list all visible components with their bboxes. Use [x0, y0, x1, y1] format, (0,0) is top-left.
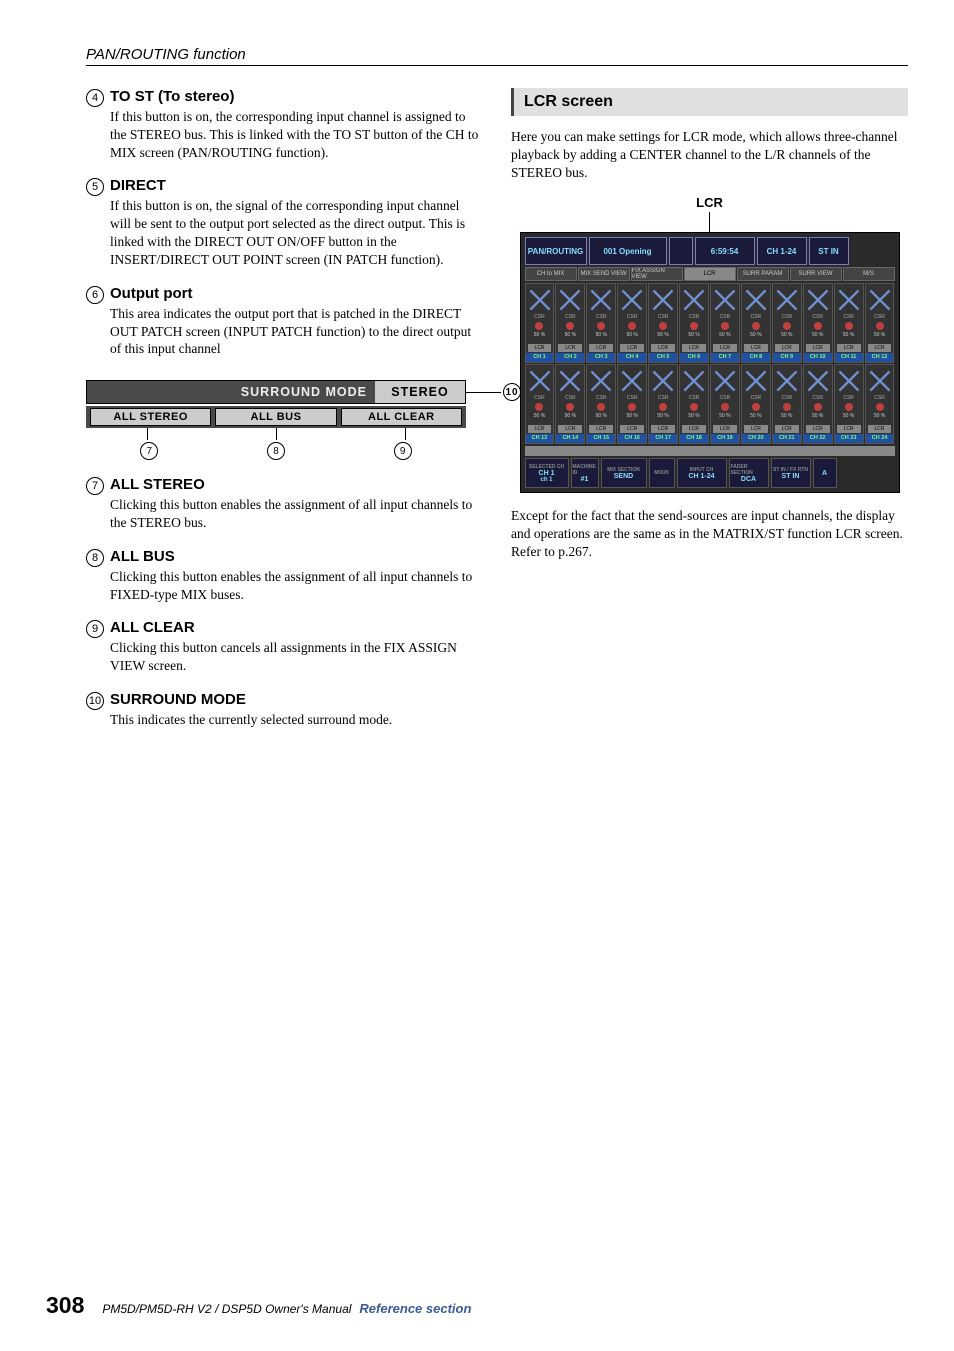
item-title: ALL CLEAR [110, 619, 483, 636]
item-title: Output port [110, 285, 483, 302]
item-desc: This area indicates the output port that… [110, 305, 483, 358]
lcr-channel[interactable]: CSR 50 % LCR CH 12 [865, 283, 895, 363]
lcr-bottom-cell[interactable]: ST IN / FX RTNST IN [771, 458, 811, 488]
page-header: PAN/ROUTING function [86, 46, 908, 66]
lcr-callout-label: LCR [520, 195, 900, 210]
lcr-channel[interactable]: CSR 50 % LCR CH 7 [710, 283, 740, 363]
footer-section: Reference section [359, 1301, 471, 1316]
lcr-tab[interactable]: LCR [684, 267, 736, 281]
lcr-screenshot: PAN/ROUTING001 Opening6:59:54CH 1-24ST I… [520, 232, 900, 493]
left-column: 4 TO ST (To stereo) If this button is on… [86, 88, 483, 745]
doc-item: 9 ALL CLEAR Clicking this button cancels… [86, 619, 483, 683]
lcr-channel[interactable]: CSR 50 % LCR CH 15 [586, 364, 616, 444]
callout-number: 9 [394, 442, 412, 460]
lcr-tab[interactable]: MIX SEND VIEW [578, 267, 630, 281]
callout-number: 7 [140, 442, 158, 460]
intro-text: Here you can make settings for LCR mode,… [511, 128, 908, 181]
header-title: PAN/ROUTING function [86, 46, 908, 63]
item-title: DIRECT [110, 177, 483, 194]
item-desc: If this button is on, the corresponding … [110, 108, 483, 161]
doc-item: 8 ALL BUS Clicking this button enables t… [86, 548, 483, 612]
lcr-tab[interactable]: SURR PARAM [737, 267, 789, 281]
item-desc: If this button is on, the signal of the … [110, 197, 483, 268]
lcr-channel[interactable]: CSR 50 % LCR CH 21 [772, 364, 802, 444]
figure-button: ALL STEREO [90, 408, 211, 426]
lcr-channel[interactable]: CSR 50 % LCR CH 8 [741, 283, 771, 363]
item-desc: Clicking this button cancels all assignm… [110, 639, 483, 675]
lcr-bottom-cell[interactable]: MACHINE ID#1 [571, 458, 599, 488]
doc-item: 5 DIRECT If this button is on, the signa… [86, 177, 483, 276]
doc-item: 10 SURROUND MODE This indicates the curr… [86, 691, 483, 737]
item-title: SURROUND MODE [110, 691, 483, 708]
item-number: 5 [86, 178, 104, 196]
lcr-bottom-cell[interactable]: FADER SECTIONDCA [729, 458, 769, 488]
doc-item: 6 Output port This area indicates the ou… [86, 285, 483, 366]
lcr-top-cell: ST IN [809, 237, 849, 265]
lcr-channel[interactable]: CSR 50 % LCR CH 4 [617, 283, 647, 363]
lcr-channel[interactable]: CSR 50 % LCR CH 20 [741, 364, 771, 444]
lcr-top-cell [669, 237, 693, 265]
page-footer: 308 PM5D/PM5D-RH V2 / DSP5D Owner's Manu… [46, 1292, 908, 1319]
lcr-channel[interactable]: CSR 50 % LCR CH 1 [525, 283, 555, 363]
lcr-bottom-cell[interactable]: SELECTED CHCH 1ch 1 [525, 458, 569, 488]
lcr-channel[interactable]: CSR 50 % LCR CH 18 [679, 364, 709, 444]
lcr-channel[interactable]: CSR 50 % LCR CH 22 [803, 364, 833, 444]
item-desc: Clicking this button enables the assignm… [110, 496, 483, 532]
surround-mode-label: SURROUND MODE [87, 381, 375, 403]
page-number: 308 [46, 1292, 84, 1319]
lcr-top-cell: 001 Opening [589, 237, 667, 265]
stereo-mode-value: STEREO 10 [375, 381, 465, 403]
lcr-figure: LCR PAN/ROUTING001 Opening 6:59:54CH 1-24… [520, 195, 900, 493]
item-number: 9 [86, 620, 104, 638]
lcr-bottom-cell[interactable]: INPUT CHCH 1-24 [677, 458, 727, 488]
right-column: LCR screen Here you can make settings fo… [511, 88, 908, 745]
item-title: ALL BUS [110, 548, 483, 565]
lcr-tab[interactable]: M/S [843, 267, 895, 281]
figure-button: ALL CLEAR [341, 408, 462, 426]
lcr-top-cell: 6:59:54 [695, 237, 755, 265]
lcr-channel[interactable]: CSR 50 % LCR CH 3 [586, 283, 616, 363]
lcr-channel[interactable]: CSR 50 % LCR CH 10 [803, 283, 833, 363]
item-number: 4 [86, 89, 104, 107]
item-desc: This indicates the currently selected su… [110, 711, 483, 729]
doc-item: 7 ALL STEREO Clicking this button enable… [86, 476, 483, 540]
footer-manual-title: PM5D/PM5D-RH V2 / DSP5D Owner's Manual [102, 1302, 351, 1316]
item-desc: Clicking this button enables the assignm… [110, 568, 483, 604]
callout-number: 8 [267, 442, 285, 460]
lcr-channel[interactable]: CSR 50 % LCR CH 24 [865, 364, 895, 444]
lcr-channel[interactable]: CSR 50 % LCR CH 14 [555, 364, 585, 444]
figure-button: ALL BUS [215, 408, 336, 426]
lcr-channel[interactable]: CSR 50 % LCR CH 23 [834, 364, 864, 444]
lcr-channel[interactable]: CSR 50 % LCR CH 13 [525, 364, 555, 444]
item-number: 8 [86, 549, 104, 567]
lcr-bottom-cell[interactable]: A [813, 458, 837, 488]
lcr-channel[interactable]: CSR 50 % LCR CH 16 [617, 364, 647, 444]
lcr-channel[interactable]: CSR 50 % LCR CH 17 [648, 364, 678, 444]
lcr-channel[interactable]: CSR 50 % LCR CH 5 [648, 283, 678, 363]
after-text: Except for the fact that the send-source… [511, 507, 908, 560]
lcr-channel[interactable]: CSR 50 % LCR CH 11 [834, 283, 864, 363]
lcr-tab[interactable]: CH to MIX [525, 267, 577, 281]
item-number: 10 [86, 692, 104, 710]
lcr-channel[interactable]: CSR 50 % LCR CH 19 [710, 364, 740, 444]
item-title: TO ST (To stereo) [110, 88, 483, 105]
lcr-bottom-cell[interactable]: MIX20 [649, 458, 675, 488]
item-number: 6 [86, 286, 104, 304]
lcr-channel[interactable]: CSR 50 % LCR CH 2 [555, 283, 585, 363]
lcr-tab[interactable]: SURR VIEW [790, 267, 842, 281]
scrollbar[interactable] [525, 446, 895, 456]
item-title: ALL STEREO [110, 476, 483, 493]
lcr-tab[interactable]: FIX ASSIGN VIEW [631, 267, 683, 281]
item-number: 7 [86, 477, 104, 495]
surround-mode-figure: SURROUND MODE STEREO 10 ALL STEREOALL BU… [86, 380, 466, 460]
lcr-top-cell: PAN/ROUTING [525, 237, 587, 265]
lcr-channel[interactable]: CSR 50 % LCR CH 6 [679, 283, 709, 363]
section-heading: LCR screen [511, 88, 908, 116]
doc-item: 4 TO ST (To stereo) If this button is on… [86, 88, 483, 169]
lcr-top-cell: CH 1-24 [757, 237, 807, 265]
lcr-bottom-cell[interactable]: MIX SECTIONSEND [601, 458, 647, 488]
callout-10: 10 [503, 383, 521, 401]
lcr-channel[interactable]: CSR 50 % LCR CH 9 [772, 283, 802, 363]
